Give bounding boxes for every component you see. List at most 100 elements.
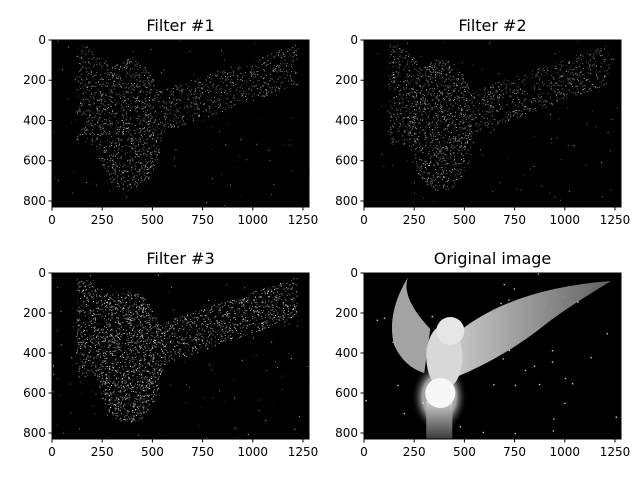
speckle <box>507 80 509 82</box>
speckle <box>228 89 230 90</box>
speckle <box>123 172 124 174</box>
speckle <box>137 406 139 408</box>
speckle <box>148 99 150 101</box>
speckle <box>172 335 174 337</box>
speckle <box>230 66 232 68</box>
speckle <box>478 89 480 91</box>
speckle <box>442 98 444 99</box>
speckle <box>118 120 120 122</box>
speckle <box>122 117 124 119</box>
x-tick-label: 1000 <box>550 213 581 227</box>
speckle <box>224 327 226 329</box>
speckle <box>116 84 118 86</box>
speckle <box>415 83 417 85</box>
speckle <box>149 90 150 92</box>
speckle <box>142 312 144 313</box>
speckle <box>160 121 162 123</box>
speckle <box>575 54 577 56</box>
speckle <box>464 143 466 144</box>
speckle <box>461 92 462 94</box>
speckle <box>112 67 113 69</box>
speckle <box>130 332 132 334</box>
speckle <box>415 61 417 63</box>
speckle <box>433 137 435 139</box>
speckle <box>280 298 282 300</box>
speckle <box>128 88 130 90</box>
speckle <box>127 62 129 64</box>
speckle <box>291 63 292 65</box>
speckle <box>181 325 182 327</box>
speckle <box>408 132 410 134</box>
speckle <box>237 83 239 85</box>
speckle <box>220 95 222 96</box>
speckle <box>448 99 450 100</box>
speckle <box>258 94 259 96</box>
speckle <box>290 46 292 48</box>
speckle <box>209 108 210 110</box>
speckle <box>177 352 179 353</box>
speckle <box>121 413 122 415</box>
speckle <box>454 99 455 100</box>
speckle <box>111 75 113 77</box>
speckle <box>127 160 128 162</box>
speckle <box>148 172 150 174</box>
speckle <box>376 53 378 55</box>
speckle <box>253 86 255 87</box>
speckle <box>468 160 470 162</box>
speckle <box>176 111 178 113</box>
speckle <box>96 302 98 304</box>
speckle <box>148 123 150 125</box>
speckle <box>547 85 549 87</box>
speckle <box>576 88 578 90</box>
speckle <box>550 142 552 144</box>
speckle <box>102 126 104 128</box>
speckle <box>444 98 445 100</box>
speckle <box>139 350 141 352</box>
speckle <box>418 167 420 169</box>
speckle <box>138 150 140 152</box>
speckle <box>411 121 413 123</box>
speckle <box>134 349 136 350</box>
speckle <box>458 140 460 142</box>
speckle <box>547 93 549 95</box>
speckle <box>232 330 234 332</box>
speckle <box>527 93 528 95</box>
speckle <box>446 127 448 129</box>
speckle <box>87 45 89 47</box>
speckle <box>233 324 235 326</box>
speckle <box>124 119 126 121</box>
speckle <box>95 345 96 346</box>
speckle <box>179 349 181 351</box>
speckle <box>125 87 127 89</box>
speckle <box>130 389 132 391</box>
speckle <box>209 319 211 321</box>
speckle <box>154 159 156 160</box>
speckle <box>524 100 526 102</box>
speckle <box>484 122 486 124</box>
speckle <box>81 50 83 52</box>
speckle <box>88 83 90 85</box>
speckle <box>200 102 202 104</box>
speckle <box>545 101 547 103</box>
speckle <box>405 80 407 81</box>
speckle <box>101 289 102 290</box>
speckle <box>292 52 294 54</box>
speckle <box>408 133 410 135</box>
speckle <box>556 137 558 139</box>
speckle <box>157 145 159 147</box>
speckle <box>105 85 106 87</box>
speckle <box>101 380 103 382</box>
speckle <box>572 62 574 64</box>
speckle <box>455 115 456 117</box>
speckle <box>105 134 107 135</box>
speckle <box>483 102 485 104</box>
speckle <box>439 156 441 158</box>
speckle <box>191 102 192 104</box>
speckle <box>145 340 147 342</box>
speckle <box>469 125 471 127</box>
speckle <box>398 130 400 132</box>
speckle <box>445 121 447 123</box>
speckle <box>532 111 534 113</box>
speckle <box>113 114 115 116</box>
speckle <box>437 188 439 190</box>
